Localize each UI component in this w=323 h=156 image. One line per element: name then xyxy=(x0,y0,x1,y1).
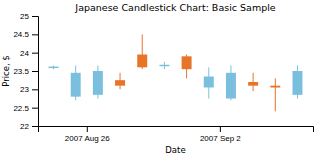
candle-body xyxy=(292,71,302,95)
candle-body xyxy=(159,65,169,67)
y-tick: 22 xyxy=(20,122,38,131)
candle xyxy=(137,34,147,69)
candle-body xyxy=(49,67,59,69)
plot: 2007 Aug 262007 Sep 22222.52323.52424.52… xyxy=(13,12,313,143)
y-tick-mark xyxy=(32,108,38,109)
candle xyxy=(93,66,103,99)
y-axis: 22 22.5 23 23.5 24 24.5 25 xyxy=(13,12,38,131)
x-tick: 2007 Sep 2 xyxy=(200,126,241,143)
y-axis-line xyxy=(32,17,39,127)
candle xyxy=(182,55,192,79)
y-tick-mark xyxy=(32,89,38,90)
y-tick: 23 xyxy=(20,85,38,94)
y-tick-label: 22.5 xyxy=(13,104,29,113)
candle-body xyxy=(115,80,125,86)
x-axis-line xyxy=(39,127,314,133)
candle-body xyxy=(93,71,103,95)
candle xyxy=(270,78,280,111)
candle-body xyxy=(182,56,192,69)
y-tick: 25 xyxy=(20,12,38,21)
y-tick: 24.5 xyxy=(13,30,38,39)
x-axis: 2007 Aug 26 2007 Sep 2 xyxy=(39,126,314,143)
candle xyxy=(204,67,214,98)
y-axis-title: Price, $ xyxy=(1,55,11,87)
candle xyxy=(159,62,169,69)
candle-wick xyxy=(275,78,276,111)
y-tick-label: 23.5 xyxy=(13,67,29,76)
candle xyxy=(248,73,258,91)
candle xyxy=(292,66,302,99)
x-axis-title: Date xyxy=(165,145,185,155)
chart: 2007 Aug 262007 Sep 22222.52323.52424.52… xyxy=(0,0,323,156)
candle-body xyxy=(226,73,236,99)
candle-body xyxy=(248,82,258,86)
candle xyxy=(226,66,236,101)
candle-body xyxy=(204,77,214,88)
y-tick-label: 25 xyxy=(20,12,29,21)
y-tick-mark xyxy=(32,53,38,54)
candle-body xyxy=(270,86,280,88)
y-tick-mark xyxy=(32,16,38,17)
y-tick-mark xyxy=(32,71,38,72)
y-tick-mark xyxy=(32,126,38,127)
candles xyxy=(49,34,303,111)
candle xyxy=(49,66,59,70)
y-tick: 22.5 xyxy=(13,104,38,113)
x-tick-label: 2007 Aug 26 xyxy=(65,134,110,143)
candle-body xyxy=(137,55,147,68)
x-tick-mark xyxy=(87,126,88,132)
y-tick-label: 24 xyxy=(20,49,29,58)
x-tick-label: 2007 Sep 2 xyxy=(200,134,241,143)
title: Japanese Candlestick Chart: Basic Sample xyxy=(74,2,275,13)
y-tick-label: 23 xyxy=(20,85,29,94)
y-tick-label: 22 xyxy=(20,122,29,131)
y-tick-label: 24.5 xyxy=(13,30,29,39)
candle xyxy=(71,66,81,101)
x-tick: 2007 Aug 26 xyxy=(65,126,110,143)
y-tick: 24 xyxy=(20,49,38,58)
y-tick-mark xyxy=(32,34,38,35)
x-tick-mark xyxy=(220,126,221,132)
candle xyxy=(115,73,125,90)
y-tick: 23.5 xyxy=(13,67,38,76)
candle-body xyxy=(71,73,81,97)
